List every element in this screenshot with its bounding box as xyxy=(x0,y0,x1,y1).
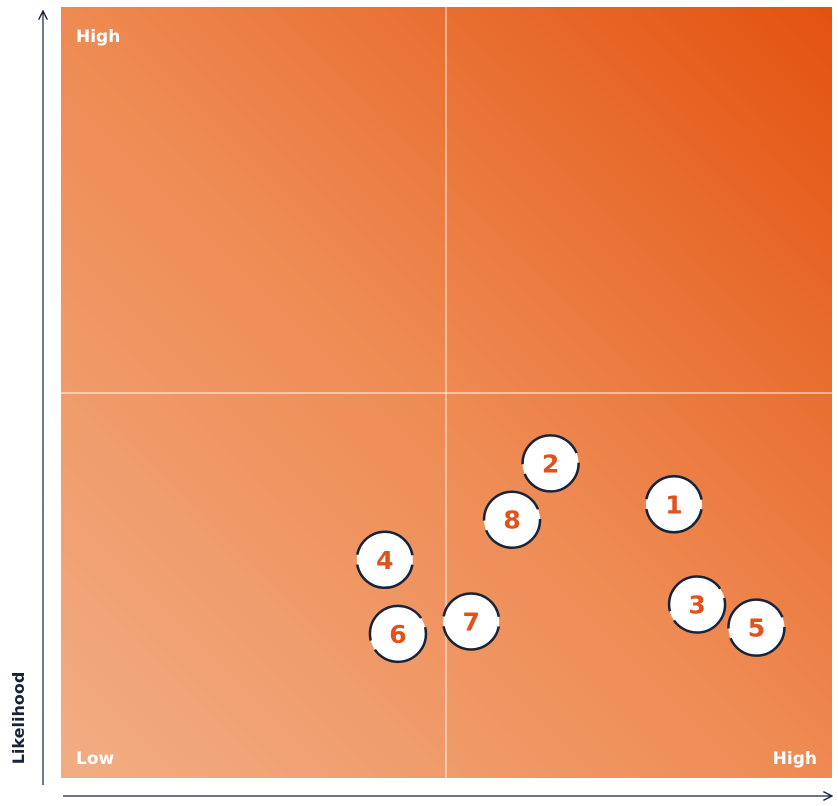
marker-5: 5 xyxy=(727,598,786,657)
y-axis-title: Likelihood xyxy=(9,672,28,765)
marker-circle xyxy=(727,598,786,657)
marker-label: 3 xyxy=(688,591,705,620)
marker-label: 2 xyxy=(542,449,559,478)
marker-circle xyxy=(667,575,727,634)
marker-2: 2 xyxy=(521,434,580,493)
marker-label: 5 xyxy=(748,614,765,643)
marker-circle xyxy=(482,490,542,549)
marker-circle xyxy=(368,604,428,664)
marker-4: 4 xyxy=(355,530,415,590)
x-low-label: Low xyxy=(76,749,115,769)
marker-label: 8 xyxy=(503,506,520,535)
marker-1: 1 xyxy=(644,475,704,534)
marker-circle xyxy=(441,592,501,651)
marker-6: 6 xyxy=(368,604,428,664)
marker-8: 8 xyxy=(482,490,542,549)
marker-label: 7 xyxy=(462,607,479,636)
marker-circle xyxy=(644,475,704,534)
marker-label: 6 xyxy=(389,620,406,649)
marker-7: 7 xyxy=(441,592,501,651)
marker-circle xyxy=(521,434,580,493)
data-markers: 1 2 3 4 5 6 7 8 xyxy=(355,434,786,664)
marker-label: 1 xyxy=(665,490,682,519)
y-high-label: High xyxy=(76,27,120,47)
x-high-label: High xyxy=(773,749,817,769)
marker-circle xyxy=(355,530,415,590)
marker-3: 3 xyxy=(667,575,727,634)
marker-label: 4 xyxy=(376,546,393,575)
